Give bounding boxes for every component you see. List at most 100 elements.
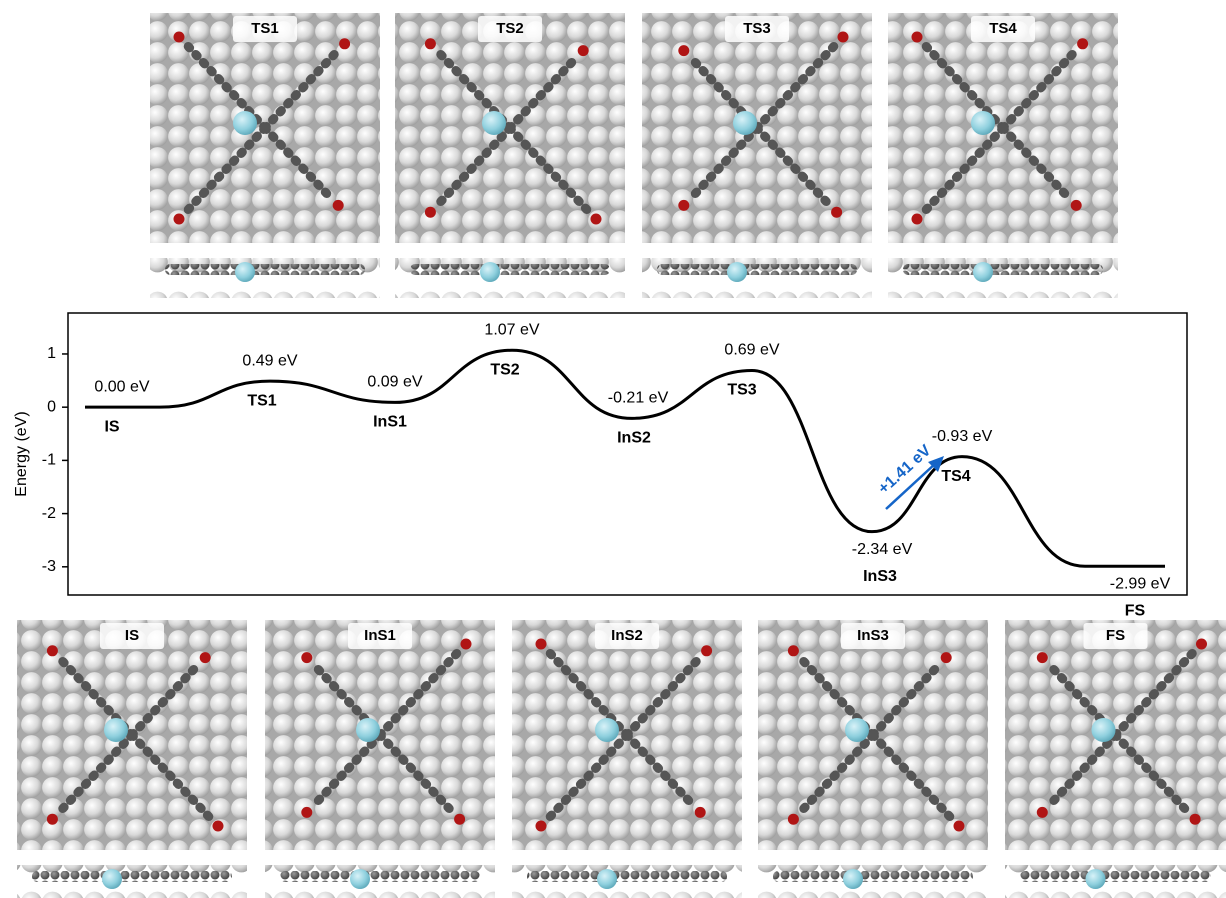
molecule-side	[280, 871, 480, 882]
oxygen	[954, 821, 965, 832]
cu-atom	[845, 718, 869, 742]
molecule-side	[32, 871, 232, 882]
structure-panel: FS	[1005, 620, 1226, 898]
oxygen	[912, 214, 923, 225]
oxygen	[425, 207, 436, 218]
state-label: TS2	[490, 361, 519, 378]
plot-frame	[68, 313, 1187, 595]
value-label: -2.99 eV	[1110, 575, 1171, 592]
state-label: InS3	[863, 568, 897, 585]
cu-atom	[595, 718, 619, 742]
cu-side	[350, 869, 370, 889]
oxygen	[1037, 807, 1048, 818]
oxygen	[678, 45, 689, 56]
oxygen	[838, 32, 849, 43]
oxygen	[339, 38, 350, 49]
panel-label: InS3	[857, 627, 889, 644]
structure-panel: TS3	[642, 13, 872, 298]
cu-atom	[356, 718, 380, 742]
molecule-side	[903, 264, 1103, 275]
oxygen	[461, 639, 472, 650]
cu-atom	[1092, 718, 1116, 742]
panel-label: TS3	[743, 20, 771, 37]
oxygen	[213, 821, 224, 832]
oxygen	[174, 214, 185, 225]
structure-panels: TS1 TS2 TS3 TS4 IS InS1 InS2 InS3 FS	[17, 13, 1226, 898]
oxygen	[536, 639, 547, 650]
figure: TS1 TS2 TS3 TS4 IS InS1 InS2 InS3 FS Energy (eV)…	[0, 0, 1226, 898]
oxygen	[831, 207, 842, 218]
plot: -3-2-1010.00 eVIS0.49 eVTS10.09 eVInS11.…	[42, 321, 1171, 619]
cu-side	[102, 869, 122, 889]
oxygen	[695, 807, 706, 818]
cu-side	[597, 869, 617, 889]
structure-panel: TS4	[888, 13, 1118, 298]
oxygen	[788, 645, 799, 656]
oxygen	[912, 32, 923, 43]
value-label: -0.21 eV	[608, 390, 669, 407]
value-label: 0.00 eV	[94, 378, 149, 395]
structure-panel: InS1	[265, 620, 495, 898]
panel-label: InS1	[364, 627, 396, 644]
oxygen	[941, 652, 952, 663]
oxygen	[701, 645, 712, 656]
cu-atom	[233, 111, 257, 135]
cu-side	[480, 262, 500, 282]
molecule-side	[165, 264, 365, 275]
y-tick-label: -3	[42, 558, 56, 575]
state-label: InS1	[373, 414, 407, 431]
y-tick-label: -2	[42, 505, 56, 522]
panel-label: IS	[125, 627, 139, 644]
panel-label: TS1	[251, 20, 279, 37]
cu-atom	[733, 111, 757, 135]
cu-atom	[104, 718, 128, 742]
annotation: +1.41 eV	[875, 442, 935, 498]
y-tick-label: 1	[47, 345, 56, 362]
y-tick-label: -1	[42, 452, 56, 469]
molecule-side	[410, 264, 610, 275]
oxygen	[47, 814, 58, 825]
oxygen	[301, 652, 312, 663]
oxygen	[1037, 652, 1048, 663]
oxygen	[536, 821, 547, 832]
oxygen	[1196, 639, 1207, 650]
structure-panel: InS2	[512, 620, 742, 898]
oxygen	[1077, 38, 1088, 49]
value-label: 1.07 eV	[484, 321, 539, 338]
oxygen	[1071, 200, 1082, 211]
value-label: 0.09 eV	[367, 374, 422, 391]
molecule-side	[1020, 871, 1211, 882]
oxygen	[454, 814, 465, 825]
oxygen	[425, 38, 436, 49]
oxygen	[788, 814, 799, 825]
energy-curve	[160, 350, 1085, 566]
y-tick-label: 0	[47, 398, 56, 415]
oxygen	[174, 32, 185, 43]
cu-side	[235, 262, 255, 282]
value-label: -0.93 eV	[932, 428, 993, 445]
oxygen	[591, 214, 602, 225]
cu-side	[843, 869, 863, 889]
oxygen	[1190, 814, 1201, 825]
panel-label: TS2	[496, 20, 524, 37]
structure-panel: InS3	[758, 620, 988, 898]
cu-atom	[482, 111, 506, 135]
cu-side	[1086, 869, 1106, 889]
cu-side	[727, 262, 747, 282]
value-label: 0.49 eV	[242, 352, 297, 369]
oxygen	[333, 200, 344, 211]
structure-panel: TS1	[150, 13, 380, 298]
panel-label: InS2	[611, 627, 643, 644]
oxygen	[47, 645, 58, 656]
state-label: TS4	[941, 468, 970, 485]
y-axis-label: Energy (eV)	[13, 411, 30, 496]
panel-label: TS4	[989, 20, 1017, 37]
panel-label: FS	[1106, 627, 1125, 644]
cu-side	[973, 262, 993, 282]
molecule-side	[773, 871, 973, 882]
state-label: TS3	[727, 382, 756, 399]
oxygen	[678, 200, 689, 211]
molecule-side	[657, 264, 857, 275]
structure-panel: TS2	[395, 13, 625, 298]
value-label: -2.34 eV	[852, 541, 913, 558]
